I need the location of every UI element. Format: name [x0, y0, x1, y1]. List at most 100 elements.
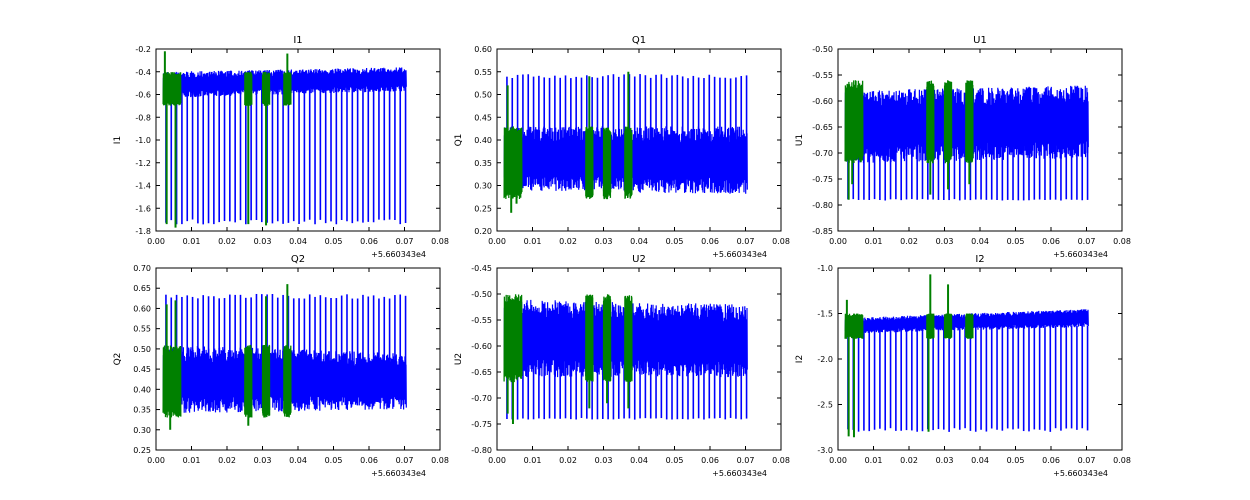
highlight-segment — [283, 71, 292, 106]
y-tick-label: -1.0 — [817, 264, 833, 273]
y-axis: 0.20 0.25 0.30 0.35 0.40 0.45 0.50 0.55 0.60 — [474, 45, 781, 236]
x-tick-label: 0.08 — [772, 456, 790, 465]
x-offset-label: +5.660343e4 — [1053, 469, 1108, 478]
x-tick-label: 0.03 — [936, 237, 954, 246]
x-tick-label: 0.06 — [1042, 237, 1060, 246]
y-tick-label: -0.2 — [135, 45, 151, 54]
y-tick-label: -0.70 — [471, 394, 492, 403]
subplot-i2: 0.00 0.01 0.02 0.03 0.04 0.05 0.06 0.07 0.08 +5.6… — [795, 254, 1131, 478]
x-tick-label: 0.08 — [431, 237, 449, 246]
subplot-title: U2 — [632, 254, 646, 265]
x-tick-label: 0.08 — [431, 456, 449, 465]
y-tick-label: -0.75 — [812, 175, 833, 184]
x-tick-label: 0.00 — [488, 456, 506, 465]
plot-area — [503, 71, 748, 213]
highlight-segment — [283, 345, 292, 418]
subplot-title: U1 — [973, 35, 987, 46]
x-tick-label: 0.02 — [900, 456, 918, 465]
y-tick-label: -0.45 — [471, 264, 492, 273]
x-tick-label: 0.07 — [396, 456, 414, 465]
y-tick-label: -0.65 — [471, 368, 492, 377]
x-tick-label: 0.06 — [1042, 456, 1060, 465]
x-tick-label: 0.06 — [360, 237, 378, 246]
subplot-u1: 0.00 0.01 0.02 0.03 0.04 0.05 0.06 0.07 0.08 +5.6… — [795, 35, 1131, 259]
y-tick-label: -3.0 — [817, 446, 833, 455]
plot-area — [162, 284, 407, 430]
x-tick-label: 0.06 — [360, 456, 378, 465]
y-tick-label: 0.40 — [474, 136, 492, 145]
plot-area — [162, 51, 407, 228]
x-tick-label: 0.01 — [524, 237, 542, 246]
x-tick-label: 0.05 — [325, 237, 343, 246]
x-tick-label: 0.01 — [183, 237, 201, 246]
highlight-segment — [965, 313, 974, 339]
y-tick-label: 0.30 — [474, 182, 492, 191]
x-tick-label: 0.08 — [1113, 237, 1131, 246]
x-tick-label: 0.04 — [289, 456, 307, 465]
x-tick-label: 0.08 — [1113, 456, 1131, 465]
x-axis: 0.00 0.01 0.02 0.03 0.04 0.05 0.06 0.07 0.08 +5.6… — [147, 49, 449, 259]
subplot-u2: 0.00 0.01 0.02 0.03 0.04 0.05 0.06 0.07 0.08 +5.6… — [454, 254, 790, 478]
y-tick-label: 0.40 — [133, 385, 151, 394]
series-highlight — [162, 51, 292, 228]
x-tick-label: 0.03 — [254, 237, 272, 246]
subplot-q1: 0.00 0.01 0.02 0.03 0.04 0.05 0.06 0.07 0.08 +5.6… — [454, 35, 790, 259]
x-axis: 0.00 0.01 0.02 0.03 0.04 0.05 0.06 0.07 0.08 +5.6… — [147, 268, 449, 478]
subplot-title: Q1 — [632, 35, 646, 46]
x-tick-label: 0.03 — [595, 237, 613, 246]
x-tick-label: 0.03 — [595, 456, 613, 465]
y-tick-label: -2.5 — [817, 401, 833, 410]
y-tick-label: -1.0 — [135, 136, 151, 145]
y-tick-label: 0.35 — [133, 406, 151, 415]
x-tick-label: 0.06 — [701, 456, 719, 465]
series-signal — [503, 74, 748, 194]
y-tick-label: 0.25 — [474, 204, 492, 213]
y-tick-label: 0.65 — [133, 284, 151, 293]
x-tick-label: 0.02 — [900, 237, 918, 246]
y-tick-label: 0.50 — [474, 91, 492, 100]
y-tick-label: -0.60 — [471, 342, 492, 351]
y-tick-label: -1.2 — [135, 159, 151, 168]
y-axis: -1.8 -1.6 -1.4 -1.2 -1.0 -0.8 -0.6 -0.4 -0.2 — [135, 45, 440, 236]
subplot-title: I2 — [975, 254, 984, 265]
x-tick-label: 0.04 — [971, 237, 989, 246]
y-tick-label: -0.8 — [135, 113, 151, 122]
y-tick-label: -0.55 — [812, 71, 833, 80]
y-axis-label: U2 — [454, 353, 464, 365]
series-highlight — [503, 294, 633, 424]
y-tick-label: -1.6 — [135, 204, 151, 213]
x-offset-label: +5.660343e4 — [371, 469, 426, 478]
y-tick-label: -0.80 — [471, 446, 492, 455]
highlight-segment — [624, 126, 633, 199]
highlight-segment — [162, 344, 182, 418]
y-axis-label: I2 — [795, 355, 805, 363]
x-tick-label: 0.07 — [737, 456, 755, 465]
x-tick-label: 0.00 — [147, 237, 165, 246]
x-tick-label: 0.00 — [147, 456, 165, 465]
y-axis-label: Q2 — [113, 353, 123, 366]
x-tick-label: 0.07 — [396, 237, 414, 246]
y-tick-label: -0.4 — [135, 68, 151, 77]
y-tick-label: -0.65 — [812, 123, 833, 132]
plot-area — [844, 274, 1089, 438]
highlight-segment — [943, 313, 953, 339]
y-tick-label: -1.5 — [817, 310, 833, 319]
y-tick-label: -0.55 — [471, 316, 492, 325]
y-tick-label: -0.70 — [812, 149, 833, 158]
x-tick-label: 0.02 — [559, 456, 577, 465]
x-tick-label: 0.02 — [218, 237, 236, 246]
x-tick-label: 0.05 — [325, 456, 343, 465]
y-tick-label: 0.50 — [133, 345, 151, 354]
x-tick-label: 0.06 — [701, 237, 719, 246]
y-tick-label: 0.70 — [133, 264, 151, 273]
y-axis: -3.0 -2.5 -2.0 -1.5 -1.0 — [817, 264, 1122, 455]
x-axis: 0.00 0.01 0.02 0.03 0.04 0.05 0.06 0.07 0.08 +5.6… — [488, 268, 790, 478]
y-tick-label: 0.45 — [474, 113, 492, 122]
x-tick-label: 0.04 — [630, 237, 648, 246]
highlight-segment — [503, 126, 523, 200]
x-tick-label: 0.01 — [524, 456, 542, 465]
x-tick-label: 0.01 — [865, 456, 883, 465]
y-tick-label: 0.60 — [133, 304, 151, 313]
x-tick-label: 0.01 — [183, 456, 201, 465]
x-tick-label: 0.01 — [865, 237, 883, 246]
